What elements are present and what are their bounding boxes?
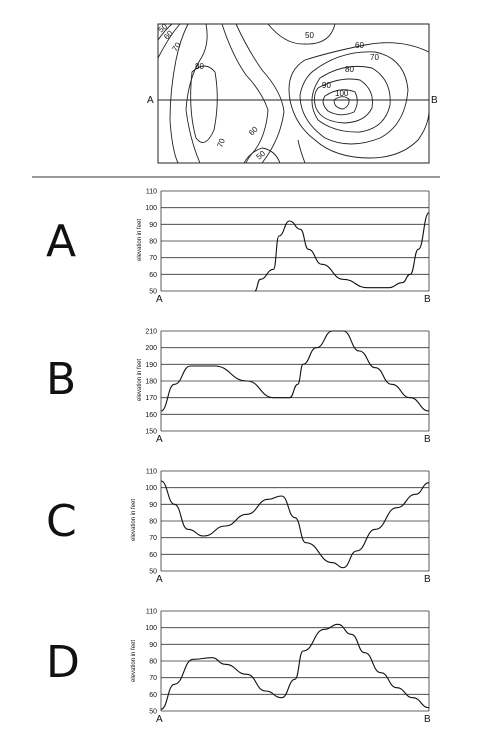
y-axis-label: elevation in feet (137, 219, 143, 261)
contour-line (299, 51, 409, 145)
profile-option-a: A elevation in feet 110 100 90 80 70 60 50 A B (46, 189, 431, 306)
contour-label: 90 (322, 81, 331, 90)
option-letter: B (46, 354, 76, 405)
y-tick-label: 60 (149, 272, 157, 279)
map-border (157, 23, 430, 164)
contour-line (333, 96, 350, 110)
y-tick-label: 50 (149, 289, 157, 296)
y-tick-label: 70 (149, 535, 157, 542)
profile-option-d: D elevation in feet 110 100 90 80 70 60 50 A B (46, 609, 431, 726)
contour-line (311, 65, 391, 133)
y-tick-label: 90 (149, 222, 157, 229)
x-axis-end: B (424, 294, 431, 305)
y-tick-label: 210 (145, 329, 157, 336)
y-tick-label: 60 (149, 692, 157, 699)
contour-label: 100 (335, 89, 349, 98)
y-tick-label: 200 (145, 345, 157, 352)
plot-area: 210 200 190 180 170 160 150 (145, 329, 430, 436)
profile-option-c: C elevation in feet 110 100 90 80 70 60 50 A B (46, 469, 431, 586)
profile-option-b: B elevation in feet 210 200 190 180 170 160 15… (46, 329, 431, 446)
x-axis-start: A (156, 294, 163, 305)
contour-label: 60 (355, 41, 364, 50)
y-tick-label: 110 (146, 189, 157, 196)
y-tick-label: 80 (149, 659, 157, 666)
contour-line (297, 139, 306, 164)
contour-label: 80 (195, 62, 204, 71)
contour-label: 50 (305, 31, 314, 40)
y-tick-label: 50 (149, 569, 157, 576)
contour-map: A B 50 60 70 80 50 60 70 80 90 100 70 60… (147, 22, 438, 164)
option-letter: C (46, 496, 77, 547)
y-tick-label: 110 (146, 469, 157, 476)
y-axis-label: elevation in feet (137, 359, 143, 401)
elevation-profile-curve (160, 330, 430, 412)
plot-area: 110 100 90 80 70 60 50 (145, 609, 430, 716)
plot-area: 110 100 90 80 70 60 50 (145, 469, 430, 576)
y-tick-label: 60 (149, 552, 157, 559)
contour-line (157, 23, 173, 41)
y-tick-label: 170 (145, 395, 157, 402)
contour-line (322, 89, 358, 116)
contour-line (190, 65, 218, 143)
contour-line (313, 78, 373, 124)
y-tick-label: 100 (145, 205, 157, 212)
y-tick-label: 50 (149, 709, 157, 716)
y-tick-label: 180 (145, 379, 157, 386)
contour-line (235, 23, 285, 164)
elevation-profile-curve (160, 480, 430, 569)
x-axis-end: B (424, 714, 431, 725)
plot-area: 110 100 90 80 70 60 50 (145, 189, 430, 296)
contour-label: 70 (215, 137, 227, 149)
y-axis-label: elevation in feet (131, 640, 137, 682)
y-tick-label: 150 (145, 429, 157, 436)
elevation-profile-curve (254, 212, 430, 292)
y-axis-label: elevation in feet (131, 499, 137, 541)
contour-line (267, 23, 336, 45)
contour-line (243, 147, 281, 164)
option-letter: A (46, 216, 76, 267)
x-axis-start: A (156, 434, 163, 445)
y-tick-label: 110 (146, 609, 157, 616)
x-axis-end: B (424, 434, 431, 445)
x-axis-end: B (424, 574, 431, 585)
x-axis-start: A (156, 574, 163, 585)
y-tick-label: 90 (149, 502, 157, 509)
y-tick-label: 160 (145, 412, 157, 419)
contour-label: 80 (345, 65, 354, 74)
contour-line (169, 23, 189, 164)
elevation-profile-curve (160, 623, 430, 710)
y-tick-label: 90 (149, 642, 157, 649)
y-tick-label: 70 (149, 675, 157, 682)
x-axis-start: A (156, 714, 163, 725)
y-tick-label: 80 (149, 519, 157, 526)
line-endpoint-b: B (431, 95, 438, 106)
y-tick-label: 100 (145, 625, 157, 632)
contour-line (185, 23, 208, 164)
contour-line (288, 42, 430, 159)
y-tick-label: 80 (149, 239, 157, 246)
line-endpoint-a: A (147, 95, 154, 106)
option-letter: D (46, 637, 80, 688)
y-tick-label: 100 (145, 485, 157, 492)
y-tick-label: 190 (145, 362, 157, 369)
y-tick-label: 70 (149, 255, 157, 262)
contour-line (157, 23, 181, 59)
contour-label: 70 (370, 53, 379, 62)
